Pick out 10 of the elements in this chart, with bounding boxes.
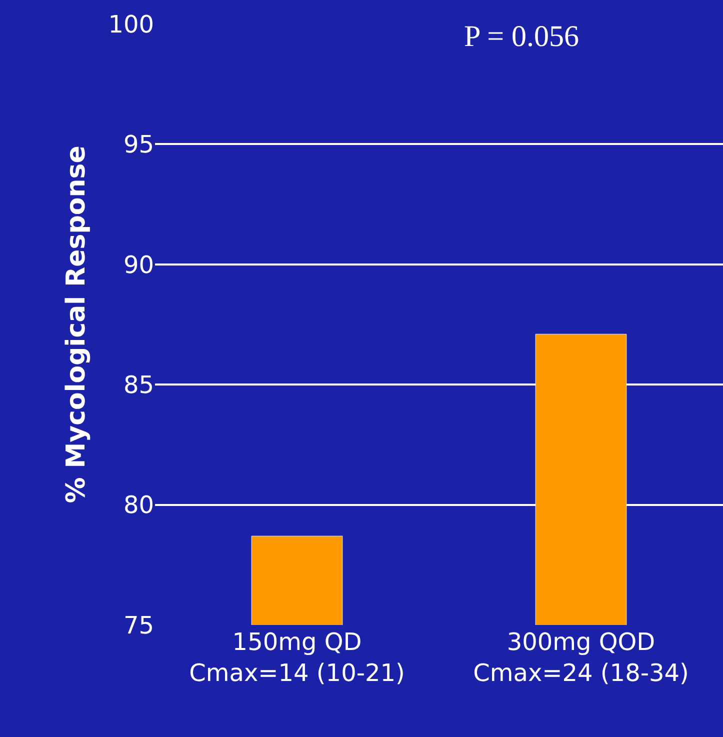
x-tick-label: 150mg QD Cmax=14 (10-21) — [189, 628, 405, 688]
y-tick-label: 90 — [123, 250, 154, 279]
y-tick-label: 85 — [123, 371, 154, 399]
y-tick-label: 95 — [123, 130, 154, 159]
y-tick-label: 100 — [108, 10, 154, 38]
x-tick-label: 300mg QOD Cmax=24 (18-34) — [473, 628, 689, 688]
y-tick-label: 80 — [123, 491, 154, 520]
y-axis-title: % Mycological Response — [62, 146, 92, 504]
y-tick-label: 75 — [123, 611, 154, 640]
annotation: P = 0.056 — [464, 20, 579, 53]
